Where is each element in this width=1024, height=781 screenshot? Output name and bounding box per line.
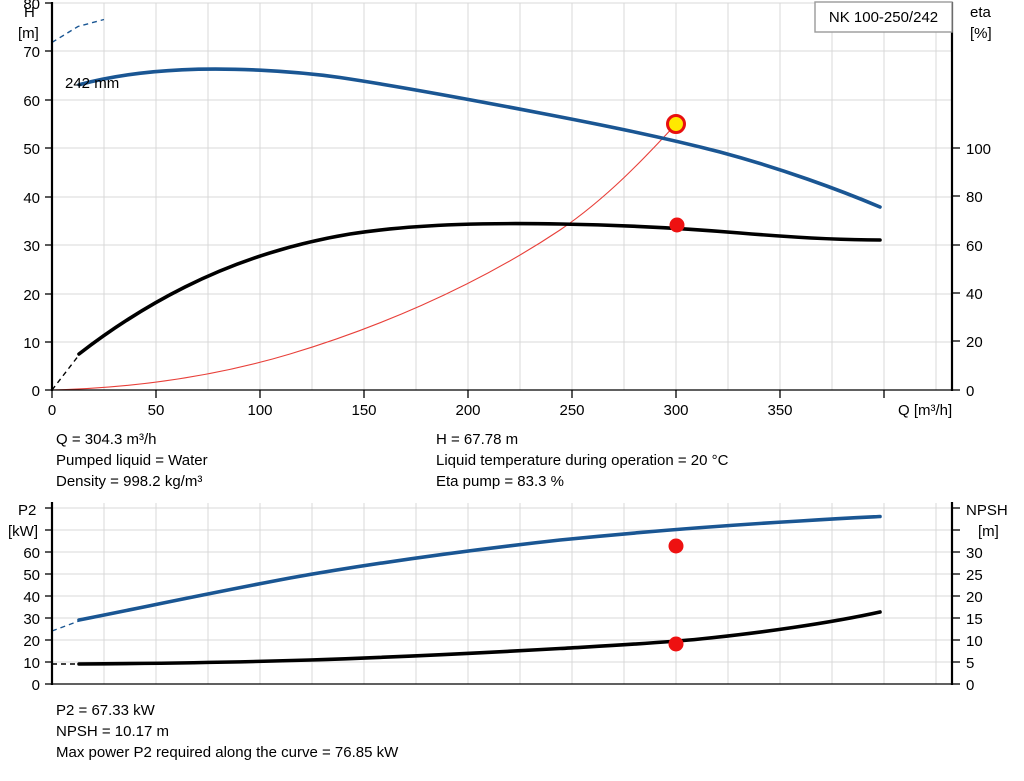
- x-tick-50: 50: [148, 402, 165, 419]
- bottom-chart-y-axis-title-line1: P2: [18, 502, 36, 519]
- power-npsh-chart: P2 [kW] NPSH [m] 0 10 20 30 40 50 60 0: [8, 502, 1008, 694]
- p2-tick-60: 60: [23, 545, 40, 562]
- duty-point-marker-power[interactable]: [668, 538, 684, 554]
- system-characteristic-curve: [51, 123, 677, 391]
- p2-tick-30: 30: [23, 611, 40, 628]
- bottom-chart-y2-ticks: 0 5 10 15 20 25 30: [952, 507, 983, 694]
- npsh-tick-0: 0: [966, 677, 974, 694]
- npsh-tick-30: 30: [966, 545, 983, 562]
- bottom-chart-gridlines: [52, 503, 952, 685]
- power-p2: P2 = 67.33 kW: [56, 702, 155, 719]
- npsh-curve: [77, 610, 882, 666]
- y2-tick-100: 100: [966, 141, 991, 158]
- top-chart-y2-ticks: 0 20 40 60 80 100: [952, 141, 991, 400]
- duty-eta-pump: Eta pump = 83.3 %: [436, 473, 564, 490]
- bottom-chart-y-axis-title-line2: [kW]: [8, 523, 38, 540]
- y-tick-50: 50: [23, 141, 40, 158]
- x-tick-300: 300: [663, 402, 688, 419]
- y-tick-10: 10: [23, 335, 40, 352]
- npsh-tick-15: 15: [966, 611, 983, 628]
- p2-tick-20: 20: [23, 633, 40, 650]
- duty-head: H = 67.78 m: [436, 431, 519, 448]
- efficiency-curve: [77, 221, 882, 356]
- power-info: P2 = 67.33 kW NPSH = 10.17 m Max power P…: [56, 700, 398, 763]
- bottom-chart-y-ticks: 0 10 20 30 40 50 60: [23, 507, 52, 694]
- bottom-chart-y2-axis-title-line2: [m]: [978, 523, 999, 540]
- head-curve: [77, 67, 882, 209]
- top-chart-x-axis-title: Q [m³/h]: [898, 402, 952, 419]
- p2-tick-50: 50: [23, 567, 40, 584]
- top-chart-y-ticks: 0 10 20 30 40 50 60 70 80: [23, 0, 52, 400]
- npsh-tick-5: 5: [966, 655, 974, 672]
- pump-type-title-box: NK 100-250/242: [814, 1, 953, 33]
- y2-tick-40: 40: [966, 286, 983, 303]
- y-tick-30: 30: [23, 238, 40, 255]
- power-curve-extrapolation: [51, 620, 80, 632]
- top-chart-gridlines: [52, 2, 952, 390]
- power-max: Max power P2 required along the curve = …: [56, 744, 399, 761]
- y2-tick-60: 60: [966, 238, 983, 255]
- y-tick-20: 20: [23, 287, 40, 304]
- x-tick-200: 200: [455, 402, 480, 419]
- impeller-diameter-label: 242 mm: [65, 75, 119, 92]
- duty-flow: Q = 304.3 m³/h: [56, 431, 157, 448]
- top-chart-y-axis-title-line1: H: [24, 4, 35, 21]
- npsh-tick-25: 25: [966, 567, 983, 584]
- duty-point-marker-efficiency[interactable]: [669, 217, 685, 233]
- duty-info-right: H = 67.78 m Liquid temperature during op…: [436, 429, 728, 492]
- y-tick-0: 0: [32, 383, 40, 400]
- x-tick-0: 0: [48, 402, 56, 419]
- duty-point-marker-npsh[interactable]: [668, 636, 684, 652]
- x-tick-150: 150: [351, 402, 376, 419]
- duty-liquid: Pumped liquid = Water: [56, 452, 208, 469]
- y-tick-80: 80: [23, 0, 40, 13]
- duty-point-marker-head[interactable]: [666, 114, 686, 134]
- bottom-chart-y2-axis-title-line1: NPSH: [966, 502, 1008, 519]
- x-tick-250: 250: [559, 402, 584, 419]
- pump-type-label: NK 100-250/242: [829, 9, 938, 26]
- x-tick-100: 100: [247, 402, 272, 419]
- power-curve: [77, 514, 882, 622]
- npsh-tick-20: 20: [966, 589, 983, 606]
- efficiency-curve-extrapolation: [51, 354, 80, 391]
- p2-tick-0: 0: [32, 677, 40, 694]
- duty-density: Density = 998.2 kg/m³: [56, 473, 203, 490]
- npsh-tick-10: 10: [966, 633, 983, 650]
- x-tick-350: 350: [767, 402, 792, 419]
- top-chart-x-ticks: 0 50 100 150 200 250 300 350: [48, 390, 885, 419]
- y-tick-40: 40: [23, 190, 40, 207]
- head-efficiency-chart: H [m] eta [%] 0 10 20 30 40 50 60 70 80: [18, 0, 992, 419]
- p2-tick-10: 10: [23, 655, 40, 672]
- power-npsh: NPSH = 10.17 m: [56, 723, 169, 740]
- top-chart-y-axis-title-line2: [m]: [18, 25, 39, 42]
- duty-temperature: Liquid temperature during operation = 20…: [436, 452, 729, 469]
- y-tick-60: 60: [23, 93, 40, 110]
- y-tick-70: 70: [23, 44, 40, 61]
- y2-tick-0: 0: [966, 383, 974, 400]
- top-chart-y2-axis-title-line1: eta: [970, 4, 992, 21]
- p2-tick-40: 40: [23, 589, 40, 606]
- duty-info-left: Q = 304.3 m³/h Pumped liquid = Water Den…: [56, 429, 208, 492]
- y2-tick-20: 20: [966, 334, 983, 351]
- head-curve-extrapolation: [51, 18, 105, 43]
- top-chart-y2-axis-title-line2: [%]: [970, 25, 992, 42]
- y2-tick-80: 80: [966, 189, 983, 206]
